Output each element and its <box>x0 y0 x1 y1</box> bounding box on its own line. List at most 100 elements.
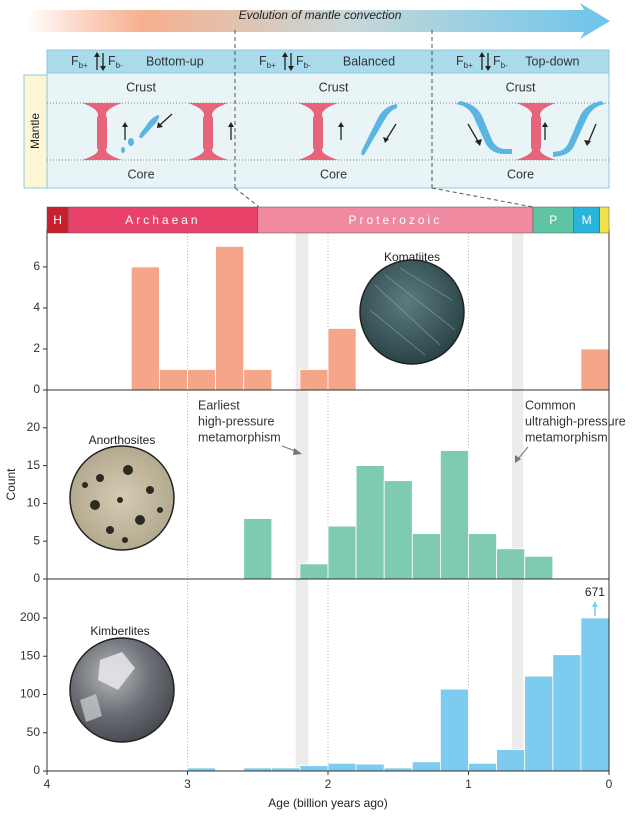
x-tick-label: 1 <box>465 777 472 791</box>
bar <box>355 763 385 772</box>
value-label: 671 <box>585 585 605 599</box>
x-tick-label: 2 <box>325 777 332 791</box>
era-label: Archaean <box>125 213 200 227</box>
y-tick-label: 4 <box>33 300 40 314</box>
bar <box>496 548 526 580</box>
flux-arrow <box>479 52 485 57</box>
era-segment <box>67 206 258 234</box>
y-tick-label: 5 <box>33 533 40 547</box>
y-tick-label: 10 <box>27 496 41 510</box>
flux-arrow <box>100 66 106 71</box>
bar <box>243 518 273 580</box>
highlight-band <box>512 390 524 579</box>
highlight-band <box>295 579 309 771</box>
highlight-band <box>295 230 309 390</box>
y-tick-label: 0 <box>33 763 40 777</box>
y-tick-label: 0 <box>33 571 40 585</box>
x-tick-label: 0 <box>606 777 613 791</box>
flux-arrow <box>282 52 288 57</box>
bar <box>158 369 188 391</box>
komatiite-photo <box>359 259 465 365</box>
bar <box>411 761 441 772</box>
bar <box>299 369 329 391</box>
y-tick-label: 20 <box>27 420 41 434</box>
bar <box>552 654 582 772</box>
crust-label: Crust <box>506 80 536 94</box>
bar <box>355 465 385 580</box>
mode-label: Bottom-up <box>146 54 204 68</box>
annotation-line: Common <box>525 398 576 412</box>
y-tick-label: 15 <box>27 458 41 472</box>
annotation: Earliest high-pressure metamorphism Comm… <box>198 398 626 463</box>
crust-label: Crust <box>319 80 349 94</box>
y-tick-label: 50 <box>27 725 41 739</box>
bar <box>439 688 469 772</box>
bar <box>215 246 245 391</box>
evolution-title: Evolution of mantle convection <box>239 8 402 22</box>
bar <box>299 563 329 580</box>
y-tick-label: 0 <box>33 382 40 396</box>
bar <box>524 675 554 772</box>
y-tick-label: 100 <box>20 687 40 701</box>
force-label: Fb- <box>493 54 508 70</box>
connector <box>431 187 534 208</box>
annotation-line: ultrahigh-pressure <box>525 414 626 428</box>
highlight-band <box>512 230 524 390</box>
mode-label: Balanced <box>343 54 395 68</box>
y-axis-label: Count <box>4 468 18 501</box>
bar <box>130 266 160 391</box>
force-label: Fb+ <box>456 54 473 70</box>
mantle-label: Mantle <box>28 113 42 149</box>
era-segment <box>599 206 610 234</box>
bar <box>439 450 469 580</box>
y-tick-label: 6 <box>33 259 40 273</box>
bar <box>187 369 217 391</box>
flux-arrow <box>94 52 100 57</box>
bar <box>327 762 357 772</box>
era-label: M <box>582 213 592 227</box>
bar <box>327 525 357 580</box>
annotation-line: Earliest <box>198 398 240 412</box>
mode-label: Top-down <box>525 54 579 68</box>
y-tick-label: 150 <box>20 648 40 662</box>
annotation-line: metamorphism <box>198 430 281 444</box>
era-label: P <box>549 213 557 227</box>
connector <box>234 187 260 208</box>
bar <box>496 749 526 772</box>
bar <box>580 348 610 391</box>
flux-arrow <box>288 66 294 71</box>
bar <box>327 328 357 391</box>
core-label: Core <box>507 167 534 181</box>
diagram-body <box>46 72 610 189</box>
diagram: Mantle <box>23 30 610 208</box>
bar <box>243 369 273 391</box>
evolution-arrow <box>28 3 610 39</box>
force-label: Fb- <box>296 54 311 70</box>
force-label: Fb+ <box>259 54 276 70</box>
core-label: Core <box>127 167 154 181</box>
bar <box>468 762 498 772</box>
flux-arrow <box>485 66 491 71</box>
force-label: Fb+ <box>71 54 88 70</box>
crust-label: Crust <box>126 80 156 94</box>
era-segment <box>532 206 574 234</box>
x-axis-label: Age (billion years ago) <box>268 796 387 810</box>
y-tick-label: 2 <box>33 341 40 355</box>
photo-label: Anorthosites <box>89 433 156 447</box>
annotation-line: high-pressure <box>198 414 274 428</box>
era-label: Proterozoic <box>349 213 443 227</box>
bar <box>383 480 413 580</box>
photo-label: Komatiites <box>384 250 440 264</box>
era-label: H <box>53 213 62 227</box>
era-segment <box>573 206 600 234</box>
annotation-line: metamorphism <box>525 430 608 444</box>
core-label: Core <box>320 167 347 181</box>
force-label: Fb- <box>108 54 123 70</box>
bar <box>299 765 329 772</box>
highlight-band <box>512 579 524 771</box>
x-tick-label: 3 <box>184 777 191 791</box>
photo-label: Kimberlites <box>90 624 149 638</box>
highlight-band <box>295 390 309 579</box>
bar <box>468 533 498 580</box>
